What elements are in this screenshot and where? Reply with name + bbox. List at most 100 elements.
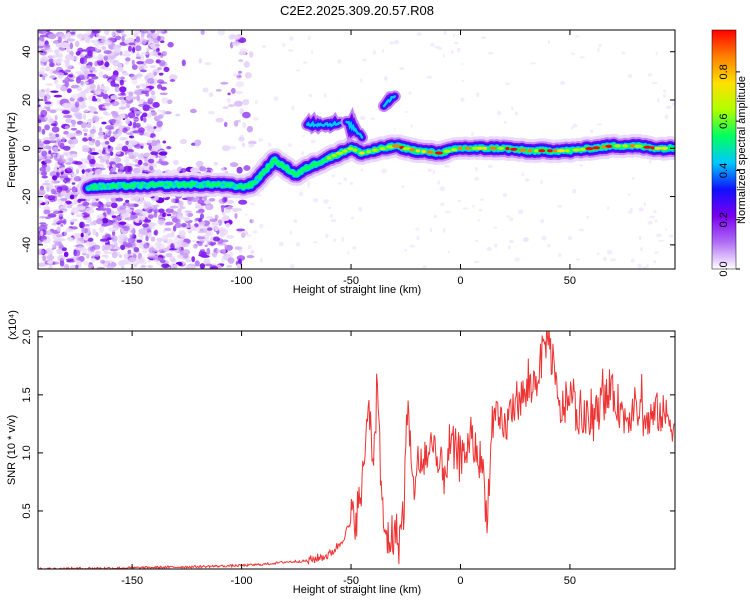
heatmap-noise-cell — [540, 219, 545, 224]
heatmap-hotspot — [359, 151, 365, 155]
heatmap-noise-cell — [45, 230, 53, 236]
heatmap-noise-cell — [73, 112, 83, 117]
heatmap-noise-cell — [165, 253, 173, 258]
heatmap-noise-cell — [236, 228, 246, 232]
heatmap-hotspot — [643, 145, 652, 149]
heatmap-noise-cell — [58, 52, 64, 59]
heatmap-noise-cell — [221, 229, 229, 236]
heatmap-noise-cell — [60, 167, 65, 171]
heatmap-noise-cell — [181, 59, 186, 67]
heatmap-noise-cell — [590, 129, 594, 133]
heatmap-noise-cell — [189, 266, 196, 269]
heatmap-noise-cell — [42, 137, 50, 140]
heatmap-noise-cell — [252, 230, 258, 234]
heatmap-noise-cell — [52, 175, 58, 181]
heatmap-noise-cell — [170, 215, 179, 220]
heatmap-noise-cell — [66, 205, 73, 209]
heatmap-noise-cell — [92, 228, 97, 236]
heatmap-noise-cell — [179, 238, 185, 244]
heatmap-hotspot — [565, 149, 570, 153]
heatmap-noise-cell — [110, 202, 118, 209]
heatmap-noise-cell — [312, 198, 319, 203]
heatmap-noise-cell — [130, 229, 136, 234]
heatmap-noise-cell — [106, 237, 112, 241]
heatmap-noise-cell — [568, 236, 573, 241]
heatmap-noise-cell — [197, 199, 205, 205]
heatmap-noise-cell — [227, 92, 231, 96]
heatmap-hotspot — [538, 149, 546, 153]
heatmap-noise-cell — [370, 117, 376, 121]
heatmap-noise-cell — [444, 164, 450, 168]
heatmap-noise-cell — [127, 249, 132, 254]
heatmap-noise-cell — [144, 201, 151, 207]
heatmap-noise-cell — [212, 252, 218, 258]
heatmap-noise-cell — [434, 45, 440, 49]
heatmap-noise-cell — [514, 257, 520, 262]
heatmap-noise-cell — [82, 128, 89, 133]
heatmap-noise-cell — [211, 222, 220, 226]
heatmap-noise-cell — [85, 30, 92, 33]
heatmap-noise-cell — [178, 262, 183, 267]
heatmap-hotspot — [347, 147, 354, 151]
heatmap-noise-cell — [198, 223, 204, 230]
heatmap-noise-cell — [104, 140, 110, 145]
heatmap-noise-cell — [227, 257, 235, 264]
heatmap-noise-cell — [147, 214, 154, 219]
heatmap-noise-cell — [45, 83, 54, 86]
heatmap-noise-cell — [40, 109, 48, 117]
heatmap-noise-cell — [122, 53, 132, 57]
heatmap-noise-cell — [207, 110, 215, 115]
colorbar-ticks: 0.0 0.2 0.4 0.6 0.8 — [718, 64, 740, 277]
heatmap-noise-cell — [127, 237, 136, 244]
heatmap-x-tick-label: -50 — [343, 275, 359, 287]
heatmap-hotspot — [117, 184, 123, 188]
heatmap-noise-cell — [333, 238, 337, 242]
heatmap-noise-cell — [157, 30, 165, 33]
heatmap-noise-cell — [157, 243, 165, 250]
heatmap-noise-cell — [38, 125, 42, 133]
heatmap-noise-cell — [99, 108, 107, 111]
heatmap-noise-cell — [199, 213, 205, 220]
heatmap-noise-cell — [167, 41, 174, 48]
heatmap-noise-cell — [102, 102, 111, 107]
heatmap-noise-cell — [249, 51, 254, 58]
heatmap-noise-cell — [101, 121, 107, 125]
heatmap-noise-cell — [101, 155, 111, 160]
heatmap-noise-cell — [223, 121, 228, 128]
heatmap-noise-cell — [208, 198, 216, 202]
heatmap-noise-cell — [331, 174, 336, 178]
heatmap-noise-cell — [44, 180, 50, 183]
heatmap-noise-cell — [226, 97, 232, 104]
heatmap-y-label: Frequency (Hz) — [6, 112, 18, 188]
heatmap-noise-cell — [82, 201, 90, 207]
heatmap-noise-cell — [61, 110, 70, 115]
heatmap-noise-cell — [183, 217, 190, 222]
heatmap-noise-cell — [135, 85, 141, 89]
heatmap-noise-cell — [57, 254, 66, 262]
heatmap-noise-cell — [102, 93, 109, 100]
heatmap-noise-cell — [287, 49, 294, 52]
heatmap-noise-cell — [637, 263, 643, 269]
heatmap-noise-cell — [92, 39, 100, 46]
heatmap-noise-cell — [310, 139, 316, 143]
heatmap-noise-cell — [60, 266, 67, 269]
heatmap-hotspot — [505, 147, 510, 151]
heatmap-noise-cell — [291, 105, 295, 111]
heatmap-noise-cell — [58, 157, 67, 164]
heatmap-noise-cell — [229, 162, 239, 168]
heatmap-noise-cell — [162, 235, 169, 241]
heatmap-noise-cell — [56, 248, 64, 255]
heatmap-noise-cell — [150, 30, 156, 34]
heatmap-noise-cell — [547, 243, 551, 248]
heatmap-noise-cell — [161, 97, 169, 104]
heatmap-noise-cell — [38, 104, 41, 107]
heatmap-noise-cell — [204, 62, 212, 66]
heatmap-noise-cell — [40, 56, 47, 63]
heatmap-noise-cell — [63, 114, 72, 119]
heatmap-noise-cell — [225, 222, 231, 228]
heatmap-noise-cell — [610, 258, 616, 262]
figure-title: C2E2.2025.309.20.57.R08 — [280, 3, 434, 18]
heatmap-noise-cell — [494, 243, 498, 248]
heatmap-noise-cell — [118, 260, 126, 266]
heatmap-x-tick-label: 0 — [457, 275, 463, 287]
